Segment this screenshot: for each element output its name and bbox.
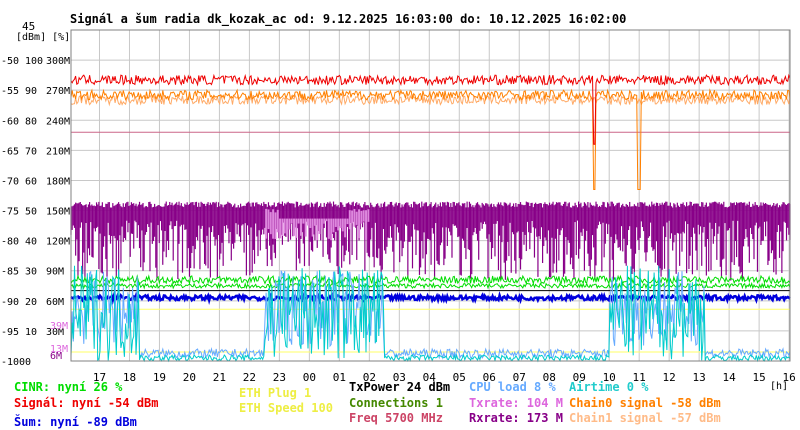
y-tick-label-rate: 60M bbox=[46, 297, 64, 308]
x-tick-label: 15 bbox=[752, 371, 765, 384]
x-tick-label: 08 bbox=[543, 371, 556, 384]
x-tick-label: 18 bbox=[123, 371, 136, 384]
y-tick-label-rate: 180M bbox=[46, 176, 70, 187]
x-tick-label: 20 bbox=[183, 371, 196, 384]
series-cinr-lower bbox=[70, 281, 791, 290]
y-tick-label-dbm: -75 bbox=[1, 207, 19, 218]
y-tick-label-dbm: -65 bbox=[1, 146, 19, 157]
y-tick-label-pct: 0 bbox=[25, 357, 31, 368]
y-extra-label: 13M bbox=[50, 344, 68, 355]
legend-cinr: CINR: nyní 26 % bbox=[14, 380, 123, 394]
x-tick-label: 00 bbox=[303, 371, 316, 384]
y-tick-label-rate: 90M bbox=[46, 267, 64, 278]
y-tick-label-dbm: -60 bbox=[1, 116, 19, 127]
y-extra-label: 6M bbox=[50, 351, 62, 362]
y-tick-label-rate: 210M bbox=[46, 146, 70, 157]
series-chain0 bbox=[70, 88, 791, 190]
x-tick-label: 13 bbox=[693, 371, 706, 384]
x-tick-label: 12 bbox=[663, 371, 676, 384]
y-tick-label-pct: 100 bbox=[25, 56, 43, 67]
y-tick-label-pct: 90 bbox=[25, 86, 37, 97]
y-tick-label-rate: 300M bbox=[46, 56, 70, 67]
legend-airtime: Airtime 0 % bbox=[569, 380, 649, 394]
y-tick-label-pct: 20 bbox=[25, 297, 37, 308]
x-tick-label: 02 bbox=[363, 371, 376, 384]
y-tick-label-pct: 30 bbox=[25, 267, 37, 278]
y-tick-label-dbm: -55 bbox=[1, 86, 19, 97]
y-tick-label-dbm: -85 bbox=[1, 267, 19, 278]
x-tick-label: 10 bbox=[603, 371, 616, 384]
legend-connections: Connections 1 bbox=[349, 396, 443, 410]
x-tick-label: 19 bbox=[153, 371, 166, 384]
series-rxrate bbox=[70, 201, 791, 281]
series-airtime bbox=[70, 265, 791, 363]
x-tick-label: 04 bbox=[423, 371, 437, 384]
x-tick-label: 14 bbox=[723, 371, 737, 384]
y-tick-label-dbm: -50 bbox=[1, 56, 19, 67]
y-tick-label-pct: 60 bbox=[25, 176, 37, 187]
y-tick-label-rate: 120M bbox=[46, 237, 70, 248]
legend-freq: Freq 5700 MHz bbox=[349, 411, 443, 425]
series-txrate bbox=[265, 208, 370, 241]
series-noise bbox=[70, 290, 791, 305]
legend-signal: Signál: nyní -54 dBm bbox=[14, 396, 159, 410]
legend-chain0: Chain0 signal -58 dBm bbox=[569, 396, 721, 410]
y-tick-label-pct: 80 bbox=[25, 116, 37, 127]
x-tick-label: 01 bbox=[333, 371, 346, 384]
legend-chain1: Chain1 signal -57 dBm bbox=[569, 411, 721, 425]
plot-border bbox=[70, 29, 791, 362]
legend-noise: Šum: nyní -89 dBm bbox=[14, 415, 137, 429]
legend-eth-speed: ETH Speed 100 bbox=[239, 401, 333, 415]
x-tick-label: 11 bbox=[633, 371, 646, 384]
y-tick-label-dbm: -80 bbox=[1, 237, 19, 248]
x-tick-label: 16 bbox=[782, 371, 795, 384]
y-axis-unit-label: [dBm] [%] bbox=[16, 32, 70, 43]
y-tick-label-pct: 40 bbox=[25, 237, 37, 248]
legend-cpu-load: CPU load 8 % bbox=[469, 380, 556, 394]
x-tick-label: 03 bbox=[393, 371, 406, 384]
legend-eth-plug: ETH Plug 1 bbox=[239, 386, 312, 400]
y-tick-label-rate: 30M bbox=[46, 327, 64, 338]
chart-title: Signál a šum radia dk_kozak_ac od: 9.12.… bbox=[70, 12, 626, 27]
x-tick-label: 23 bbox=[273, 371, 286, 384]
y-tick-label-dbm: -90 bbox=[1, 297, 19, 308]
x-tick-label: 06 bbox=[483, 371, 496, 384]
y-tick-label-pct: 10 bbox=[25, 327, 37, 338]
y-tick-label-dbm: -95 bbox=[1, 327, 19, 338]
series-cinr bbox=[70, 274, 791, 286]
y-extra-label: 39M bbox=[50, 321, 68, 332]
y-tick-label-rate: 270M bbox=[46, 86, 70, 97]
series-signal bbox=[70, 73, 791, 145]
y-tick-label: 45 bbox=[22, 20, 35, 33]
y-tick-label-rate: 240M bbox=[46, 116, 70, 127]
legend-txpower: TxPower 24 dBm bbox=[349, 380, 451, 394]
y-tick-label-dbm: -100 bbox=[1, 357, 25, 368]
x-tick-label: 21 bbox=[213, 371, 226, 384]
y-tick-label-dbm: -70 bbox=[1, 176, 19, 187]
legend-rxrate: Rxrate: 173 M bbox=[469, 411, 563, 425]
x-tick-label: 05 bbox=[453, 371, 466, 384]
x-tick-label: 22 bbox=[243, 371, 256, 384]
y-tick-label-pct: 70 bbox=[25, 146, 37, 157]
legend-txrate: Txrate: 104 M bbox=[469, 396, 563, 410]
x-tick-label: 07 bbox=[513, 371, 526, 384]
x-tick-label: 09 bbox=[573, 371, 586, 384]
y-tick-label-pct: 50 bbox=[25, 207, 37, 218]
y-tick-label-rate: 150M bbox=[46, 207, 70, 218]
x-tick-label: 17 bbox=[93, 371, 106, 384]
x-axis-unit-label: [h] bbox=[770, 381, 788, 392]
